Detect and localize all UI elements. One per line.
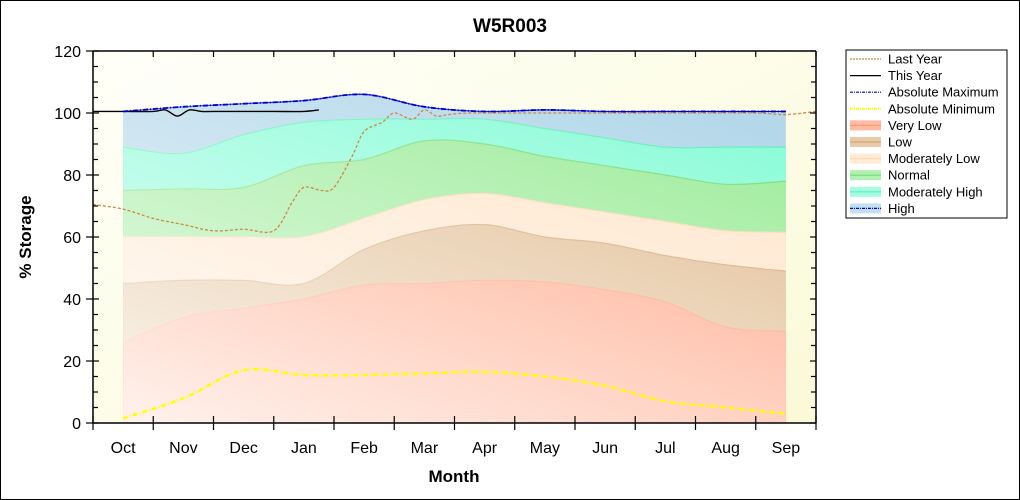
- legend-label: Moderately Low: [888, 151, 980, 166]
- legend-item-very-low: Very Low: [850, 118, 942, 133]
- x-tick-label: Aug: [711, 440, 739, 457]
- legend-label: Moderately High: [888, 184, 983, 199]
- band-fade-overlay: [123, 51, 786, 423]
- legend-item-absolute-minimum: Absolute Minimum: [850, 101, 995, 116]
- x-tick-label: Sep: [772, 440, 801, 457]
- legend-item-absolute-maximum: Absolute Maximum: [850, 85, 999, 100]
- x-tick-label: Jan: [291, 440, 317, 457]
- y-tick-label: 0: [72, 416, 81, 433]
- line-absolute-minimum: [122, 368, 787, 420]
- lines-layer: [92, 93, 817, 420]
- legend-swatch: [850, 203, 881, 214]
- legend-item-this-year: This Year: [850, 68, 943, 83]
- legend-label: High: [888, 201, 915, 216]
- legend-item-last-year: Last Year: [850, 52, 943, 67]
- x-tick-label: Mar: [411, 440, 439, 457]
- chart-title: W5R003: [473, 16, 547, 37]
- x-tick-label: Apr: [472, 440, 498, 457]
- x-tick-label: May: [530, 440, 560, 457]
- legend-label: Absolute Minimum: [888, 101, 995, 116]
- legend-item-moderately-low: Moderately Low: [850, 151, 980, 166]
- y-tick-label: 120: [54, 44, 81, 61]
- x-tick-label: Oct: [111, 440, 136, 457]
- x-axis-title: Month: [429, 467, 480, 486]
- line-last-year: [92, 109, 817, 234]
- y-tick-label: 20: [63, 354, 81, 371]
- x-tick-label: Nov: [169, 440, 197, 457]
- line-absolute-maximum: [123, 93, 786, 113]
- y-tick-label: 100: [54, 106, 81, 123]
- x-tick-label: Jul: [655, 440, 675, 457]
- axes-layer: 0 20 40 60 80 100 120 Oct Nov Dec Jan Feb Mar Apr May J…: [54, 44, 817, 457]
- y-tick-label: 40: [63, 292, 81, 309]
- x-tick-label: Jun: [592, 440, 618, 457]
- y-tick-label: 80: [63, 168, 81, 185]
- x-tick-label: Dec: [229, 440, 257, 457]
- y-tick-label: 60: [63, 230, 81, 247]
- legend-label: Very Low: [888, 118, 942, 133]
- legend-label: Last Year: [888, 52, 943, 67]
- legend-item-high: High: [850, 201, 915, 216]
- y-axis-title: % Storage: [16, 195, 35, 278]
- bands-layer: [122, 51, 786, 424]
- legend-label: Normal: [888, 168, 930, 183]
- legend-label: Absolute Maximum: [888, 85, 999, 100]
- legend-label: This Year: [888, 68, 943, 83]
- legend-item-low: Low: [850, 135, 912, 150]
- legend-item-normal: Normal: [850, 168, 930, 183]
- legend-item-moderately-high: Moderately High: [850, 184, 983, 199]
- x-tick-label: Feb: [350, 440, 378, 457]
- legend-label: Low: [888, 135, 912, 150]
